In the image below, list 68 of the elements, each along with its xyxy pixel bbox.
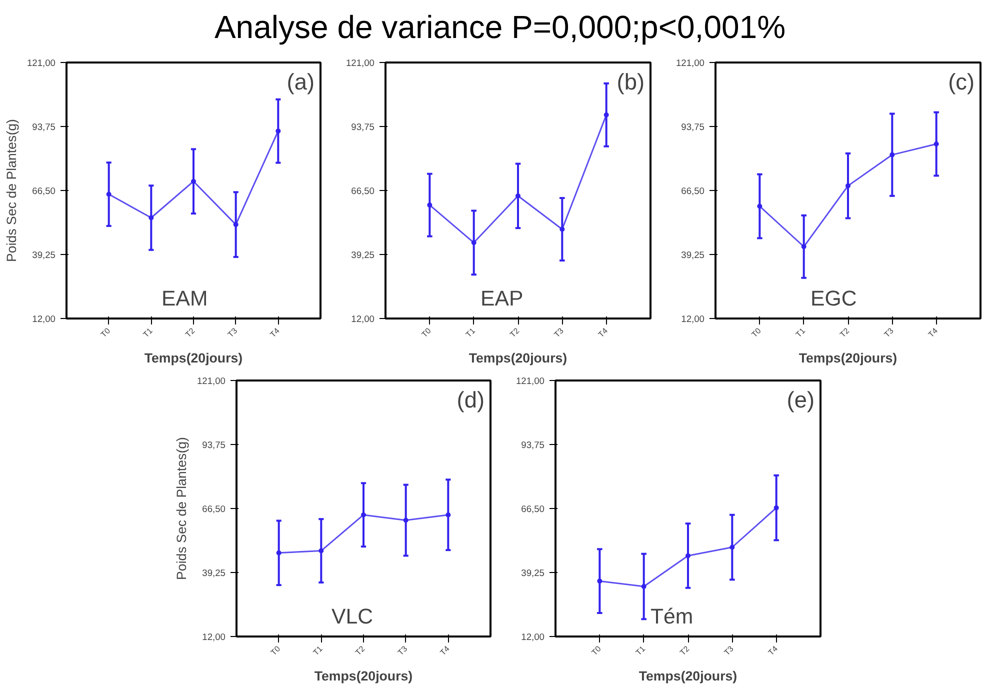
x-axis-title: Temps(20jours) <box>314 668 413 684</box>
y-tick-label: 12,00 <box>202 632 226 642</box>
y-tick-label: 39,25 <box>521 568 544 578</box>
y-tick-label: 93,75 <box>202 440 226 450</box>
x-tick-label: T4 <box>268 326 282 340</box>
x-tick-label: T1 <box>634 644 648 658</box>
x-tick-label: T3 <box>396 644 410 658</box>
x-axis-title: Temps(20jours) <box>144 350 243 366</box>
y-tick-label: 12,00 <box>32 314 56 324</box>
x-tick-label: T4 <box>926 326 940 340</box>
y-tick-label: 93,75 <box>681 122 704 132</box>
annotation: (e) <box>786 386 815 412</box>
x-tick-label: T4 <box>438 644 452 658</box>
y-tick-label: 93,75 <box>351 122 374 132</box>
x-tick-label: T2 <box>678 644 692 658</box>
y-tick-label: 12,00 <box>521 632 544 642</box>
y-tick-label: 66,50 <box>351 186 374 196</box>
y-tick-label: 39,25 <box>32 250 56 260</box>
x-tick-label: T0 <box>590 644 604 658</box>
annotation: VLC <box>332 604 373 628</box>
annotation: EGC <box>810 286 857 310</box>
x-tick-label: T2 <box>508 326 522 340</box>
x-tick-label: T3 <box>226 326 240 340</box>
x-tick-label: T1 <box>464 326 478 340</box>
y-tick-label: 93,75 <box>32 122 56 132</box>
y-tick-label: 39,25 <box>681 250 704 260</box>
annotation: (d) <box>456 386 485 412</box>
y-tick-label: 121,00 <box>26 58 56 68</box>
y-tick-label: 66,50 <box>681 186 704 196</box>
y-tick-label: 12,00 <box>681 314 704 324</box>
x-tick-label: T2 <box>184 326 198 340</box>
x-tick-label: T2 <box>838 326 852 340</box>
annotation: (a) <box>286 68 315 94</box>
y-tick-label: 121,00 <box>346 58 374 68</box>
y-tick-label: 121,00 <box>196 376 226 386</box>
annotation: Tém <box>650 604 694 628</box>
x-tick-label: T1 <box>141 326 155 340</box>
x-axis-title: Temps(20jours) <box>638 668 738 684</box>
text: Analyse de variance P=0,000;p<0,001% <box>214 8 786 47</box>
y-tick-label: 39,25 <box>202 568 226 578</box>
y-tick-label: 121,00 <box>676 58 704 68</box>
annotation: EAP <box>480 286 524 310</box>
x-tick-label: T3 <box>882 326 896 340</box>
x-tick-label: T4 <box>766 644 780 658</box>
y-axis-title: Poids Sec de Plantes(g) <box>174 436 189 580</box>
y-tick-label: 66,50 <box>521 504 544 514</box>
y-tick-label: 66,50 <box>32 186 56 196</box>
x-tick-label: T0 <box>99 326 112 340</box>
x-tick-label: T0 <box>420 326 434 340</box>
x-tick-label: T0 <box>269 644 282 658</box>
x-axis-title: Temps(20jours) <box>798 350 898 366</box>
y-tick-label: 121,00 <box>516 376 544 386</box>
x-tick-label: T2 <box>354 644 368 658</box>
x-tick-label: T4 <box>596 326 610 340</box>
x-tick-label: T3 <box>722 644 736 658</box>
y-tick-label: 12,00 <box>351 314 374 324</box>
annotation: (b) <box>616 68 645 94</box>
annotation: EAM <box>162 286 208 310</box>
annotation: (c) <box>948 68 975 94</box>
x-axis-title: Temps(20jours) <box>468 350 568 366</box>
x-tick-label: T3 <box>552 326 566 340</box>
y-axis-title: Poids Sec de Plantes(g) <box>4 118 19 262</box>
x-tick-label: T0 <box>750 326 764 340</box>
y-tick-label: 93,75 <box>521 440 544 450</box>
x-tick-label: T1 <box>311 644 325 658</box>
y-tick-label: 39,25 <box>351 250 374 260</box>
y-tick-label: 66,50 <box>202 504 226 514</box>
x-tick-label: T1 <box>794 326 808 340</box>
